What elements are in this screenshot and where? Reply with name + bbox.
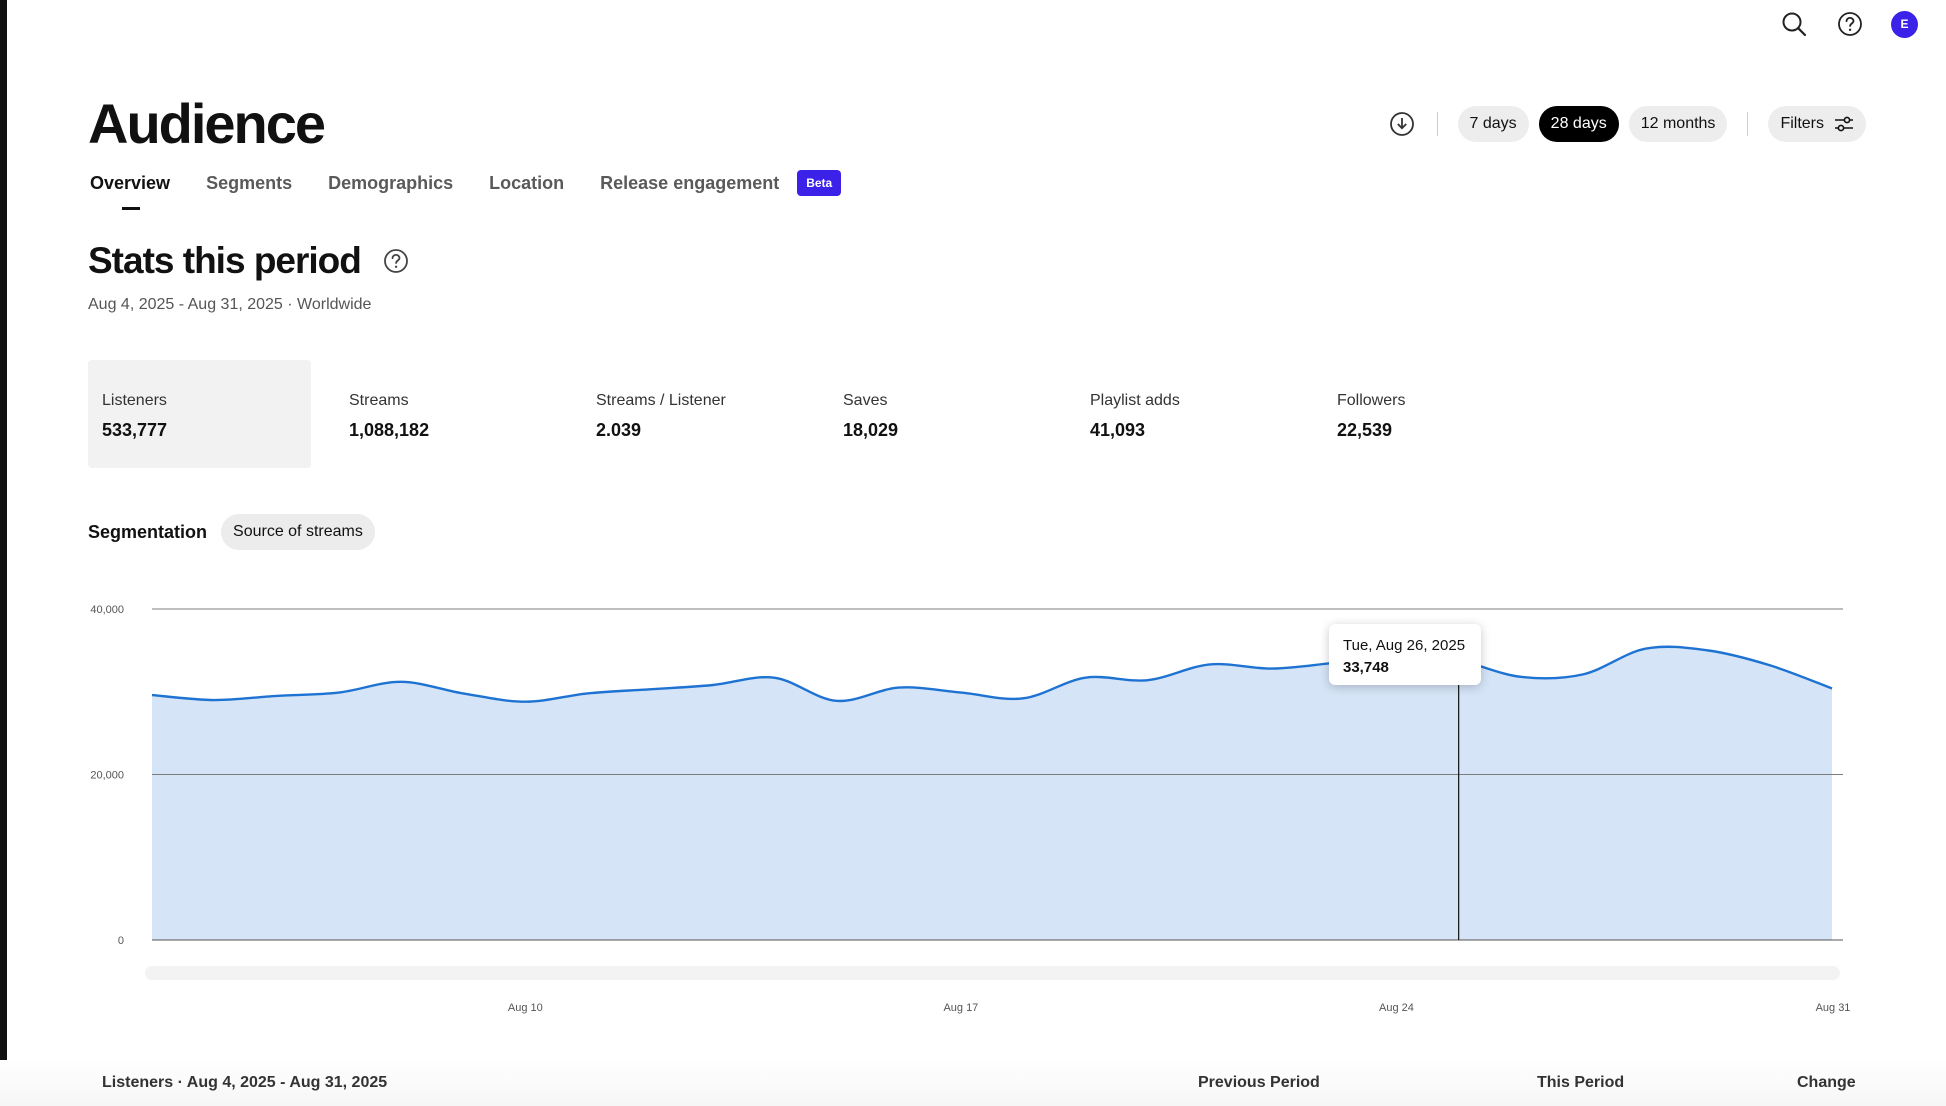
stat-label: Playlist adds — [1090, 392, 1180, 409]
stat-card-streams-per-listener[interactable]: Streams / Listener 2.039 — [582, 360, 805, 468]
stat-value: 1,088,182 — [349, 420, 430, 440]
period-subtitle: Aug 4, 2025 - Aug 31, 2025 · Worldwide — [88, 296, 372, 313]
column-this-period[interactable]: This Period — [1537, 1074, 1625, 1091]
table-title: Listeners · Aug 4, 2025 - Aug 31, 2025 — [102, 1074, 388, 1091]
stat-label: Followers — [1337, 392, 1406, 409]
stats-header: Stats this period — [88, 240, 411, 282]
stat-label: Saves — [843, 392, 888, 409]
range-28-days-button[interactable]: 28 days — [1538, 106, 1619, 142]
search-icon[interactable] — [1779, 9, 1809, 39]
window-edge — [0, 0, 7, 1106]
tab-overview[interactable]: Overview — [90, 172, 171, 210]
y-tick-label: 20,000 — [90, 770, 124, 782]
beta-badge: Beta — [797, 170, 842, 196]
stat-card-streams[interactable]: Streams 1,088,182 — [335, 360, 558, 468]
tab-segments[interactable]: Segments — [206, 173, 292, 194]
stat-value: 2.039 — [596, 420, 642, 440]
date-range-controls: 7 days 28 days 12 months Filters — [1387, 106, 1866, 142]
tab-label: Release engagement — [600, 172, 780, 193]
user-avatar[interactable]: E — [1891, 10, 1918, 38]
filters-label: Filters — [1780, 115, 1824, 132]
sliders-icon — [1835, 116, 1853, 132]
x-tick-label: Aug 10 — [508, 1002, 543, 1014]
segmentation-row: Segmentation Source of streams — [88, 514, 375, 550]
column-change[interactable]: Change — [1797, 1074, 1856, 1091]
listeners-area-chart: 40,000 20,000 0 Aug 10 Aug 17 Aug 24 Aug 31 — [90, 604, 1851, 1014]
listeners-area-fill — [152, 646, 1832, 940]
stat-card-followers[interactable]: Followers 22,539 — [1323, 360, 1546, 468]
y-tick-label: 0 — [118, 935, 124, 947]
chart-scrollbar[interactable] — [145, 966, 1840, 980]
stat-label: Streams — [349, 392, 409, 409]
filters-button[interactable]: Filters — [1768, 106, 1866, 142]
range-12-months-button[interactable]: 12 months — [1628, 106, 1728, 142]
stat-card-saves[interactable]: Saves 18,029 — [829, 360, 1052, 468]
stat-label: Streams / Listener — [596, 392, 726, 409]
stat-value: 533,777 — [102, 420, 168, 440]
stat-value: 41,093 — [1090, 420, 1146, 440]
segmentation-source-button[interactable]: Source of streams — [221, 514, 375, 550]
stat-value: 18,029 — [843, 420, 899, 440]
divider — [1436, 112, 1438, 136]
download-icon[interactable] — [1387, 109, 1417, 139]
x-tick-label: Aug 24 — [1379, 1002, 1414, 1014]
stat-card-listeners[interactable]: Listeners 533,777 — [88, 360, 311, 468]
tab-release-engagement[interactable]: Release engagement Beta — [600, 170, 842, 196]
tab-label: Segments — [206, 172, 293, 193]
range-7-days-button[interactable]: 7 days — [1457, 106, 1529, 142]
top-bar: E — [7, 0, 1946, 56]
help-icon[interactable] — [381, 246, 411, 276]
stats-cards: Listeners 533,777 Streams 1,088,182 Stre… — [88, 360, 1570, 468]
tab-label: Demographics — [328, 172, 454, 193]
top-icons: E — [1779, 9, 1918, 39]
listeners-table-header: Listeners · Aug 4, 2025 - Aug 31, 2025 P… — [0, 1060, 1946, 1106]
listeners-series-line — [151, 645, 1833, 703]
chart-tooltip: Tue, Aug 26, 2025 33,748 — [1329, 624, 1481, 685]
tooltip-value: 33,748 — [1343, 659, 1389, 676]
segmentation-label: Segmentation — [88, 521, 208, 542]
divider — [1747, 112, 1749, 136]
tab-label: Location — [489, 172, 565, 193]
page-title: Audience — [88, 92, 326, 155]
stat-card-playlist-adds[interactable]: Playlist adds 41,093 — [1076, 360, 1299, 468]
tab-label: Overview — [90, 172, 171, 193]
x-tick-label: Aug 31 — [1816, 1002, 1851, 1014]
audience-tabs: Overview Segments Demographics Location … — [90, 170, 842, 210]
x-tick-label: Aug 17 — [943, 1002, 978, 1014]
column-previous-period[interactable]: Previous Period — [1198, 1074, 1320, 1091]
stat-label: Listeners — [102, 392, 167, 409]
tooltip-date: Tue, Aug 26, 2025 — [1343, 637, 1466, 654]
stat-value: 22,539 — [1337, 420, 1393, 440]
tab-demographics[interactable]: Demographics — [328, 173, 453, 194]
section-title: Stats this period — [88, 240, 362, 281]
y-tick-label: 40,000 — [90, 604, 124, 616]
help-icon[interactable] — [1835, 9, 1865, 39]
tab-location[interactable]: Location — [489, 173, 564, 194]
